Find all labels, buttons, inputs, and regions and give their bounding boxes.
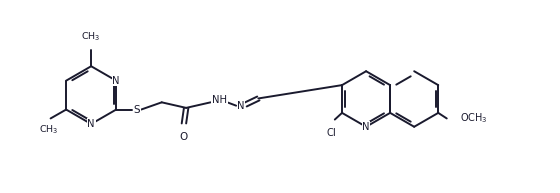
Text: NH: NH xyxy=(212,95,227,105)
Text: CH$_3$: CH$_3$ xyxy=(39,124,58,136)
Text: Cl: Cl xyxy=(326,128,336,138)
Text: N: N xyxy=(237,101,245,111)
Text: N: N xyxy=(87,119,95,129)
Text: O: O xyxy=(180,132,188,142)
Text: CH$_3$: CH$_3$ xyxy=(81,30,101,43)
Text: OCH$_3$: OCH$_3$ xyxy=(460,112,488,125)
Text: S: S xyxy=(133,105,140,115)
Text: N: N xyxy=(113,76,120,86)
Text: N: N xyxy=(362,122,370,132)
